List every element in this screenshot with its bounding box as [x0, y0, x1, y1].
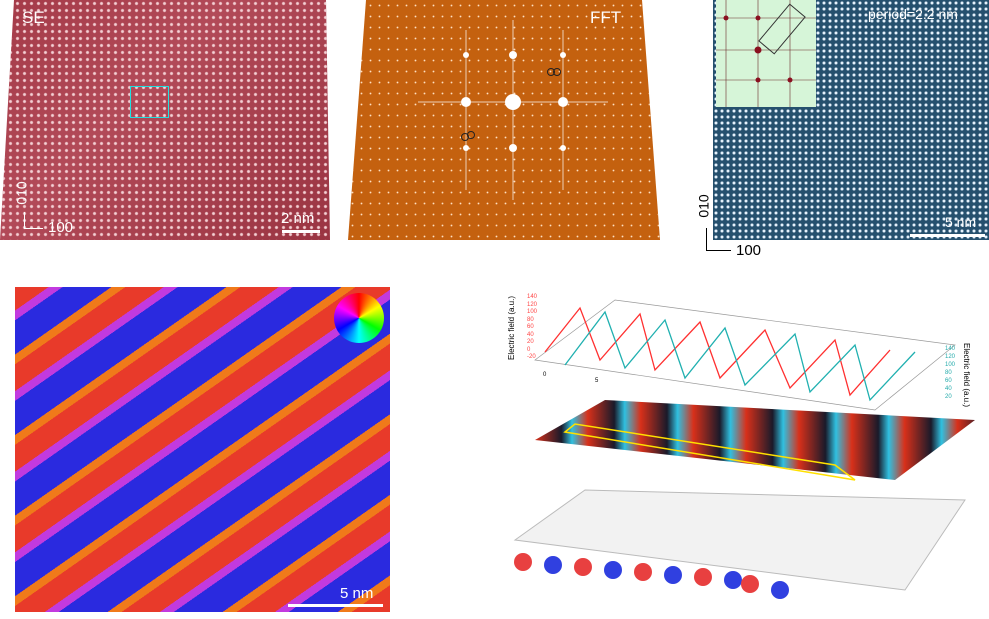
- plot-plane: [534, 299, 956, 411]
- se-image-panel: [0, 0, 330, 240]
- x-tick-0: 0: [543, 372, 547, 378]
- se-label: SE: [22, 8, 45, 27]
- fft-image-panel: [348, 0, 660, 240]
- color-wheel-icon: [334, 293, 384, 343]
- field-plot: [513, 299, 975, 599]
- stem-axis-x: 100: [736, 242, 762, 259]
- series-red: [544, 306, 891, 397]
- field-stripes: [535, 400, 975, 480]
- right-ticks: 140 120 100 80 60 40 20: [945, 346, 956, 400]
- series-cyan: [564, 310, 916, 402]
- se-axis-arrow-icon: [24, 212, 43, 229]
- arrow-icon: [563, 423, 856, 481]
- dipole-row: [514, 553, 789, 599]
- stem-scale-label: 5 nm: [945, 214, 977, 230]
- stem-axis-arrow-icon: [706, 228, 731, 251]
- period-label: period=2.2 nm: [868, 6, 958, 22]
- se-scale-label: 2 nm: [281, 210, 315, 227]
- stem-scale-bar: [910, 234, 985, 237]
- pol-scale-bar: [288, 604, 383, 607]
- 3d-schematic: Electric field (a.u.) Electric field (a.…: [505, 290, 975, 610]
- left-ticks: 140 120 100 80 60 40 20 0 -20: [527, 294, 538, 360]
- pol-scale-label: 5 nm: [340, 585, 374, 602]
- fft-spots: [418, 20, 608, 200]
- x-tick-5: 5: [595, 378, 599, 384]
- se-axis-y: 010: [13, 181, 30, 205]
- fft-inset: [716, 0, 816, 107]
- polarization-map: [15, 287, 390, 612]
- stem-axis-y: 010: [695, 194, 712, 218]
- se-axis-x: 100: [48, 219, 74, 236]
- se-scale-bar: [282, 230, 320, 233]
- inset-grid: [716, 0, 816, 107]
- selection-box: [130, 86, 169, 118]
- left-ylabel: Electric field (a.u.): [507, 295, 516, 361]
- right-ylabel: Electric field (a.u.): [962, 342, 971, 408]
- fft-label: FFT: [590, 8, 622, 27]
